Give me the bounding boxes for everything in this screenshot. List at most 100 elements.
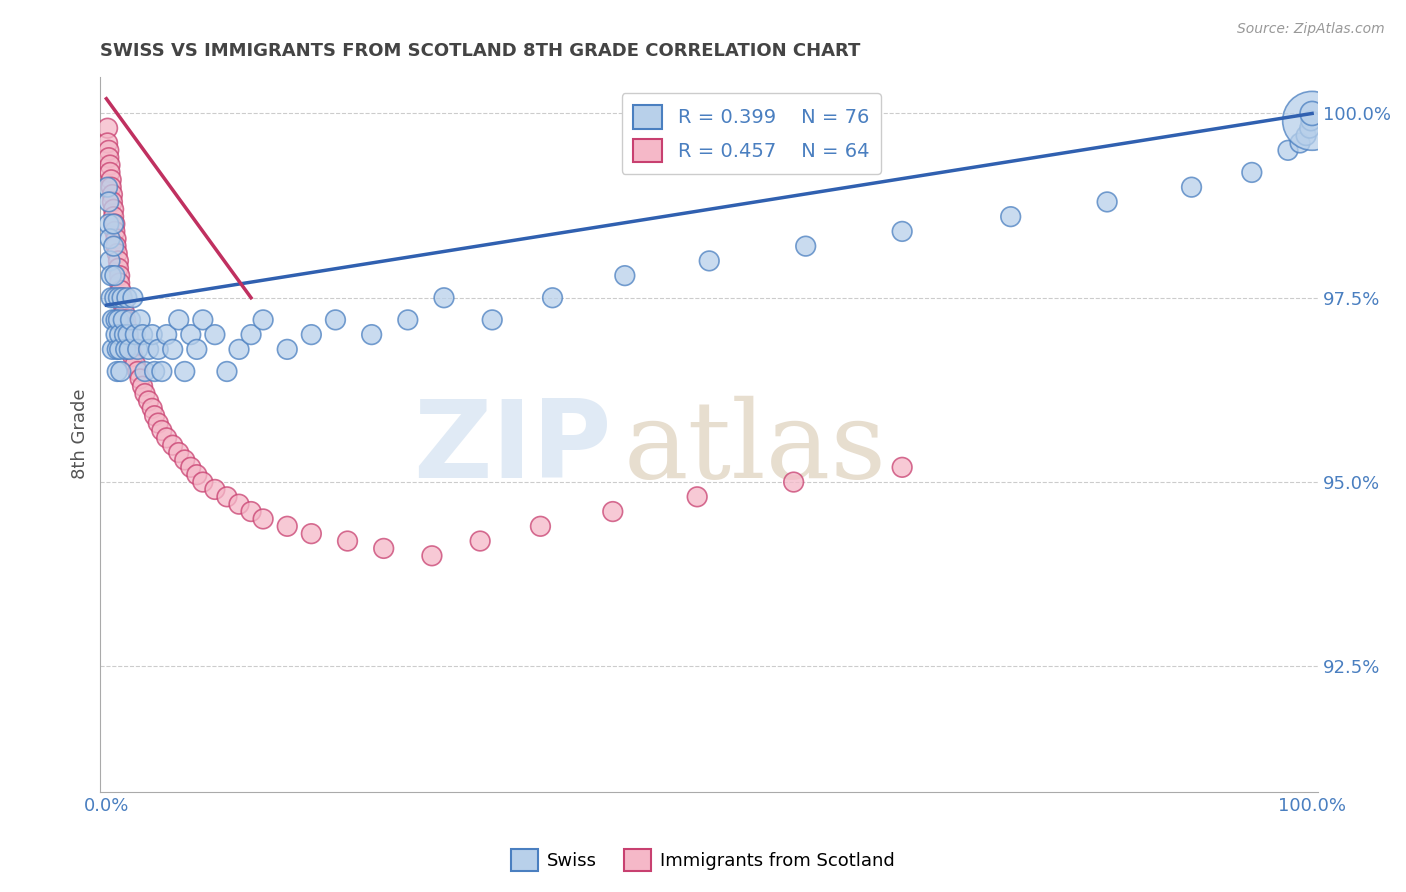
Point bbox=[420, 549, 443, 563]
Point bbox=[97, 217, 120, 231]
Point bbox=[396, 313, 419, 327]
Point bbox=[156, 327, 179, 342]
Point bbox=[541, 291, 564, 305]
Point bbox=[103, 202, 125, 217]
Point bbox=[134, 386, 156, 401]
Point bbox=[105, 313, 128, 327]
Point bbox=[101, 194, 124, 209]
Point bbox=[373, 541, 395, 556]
Point bbox=[167, 445, 190, 459]
Point bbox=[114, 313, 136, 327]
Point bbox=[105, 327, 128, 342]
Point bbox=[173, 453, 195, 467]
Point bbox=[105, 364, 128, 378]
Point bbox=[1277, 144, 1299, 158]
Point bbox=[336, 534, 359, 549]
Point bbox=[112, 313, 135, 327]
Point bbox=[129, 313, 152, 327]
Point bbox=[156, 431, 179, 445]
Point bbox=[891, 460, 914, 475]
Point bbox=[215, 364, 238, 378]
Point bbox=[131, 379, 153, 393]
Point bbox=[186, 467, 208, 482]
Point bbox=[204, 483, 226, 497]
Point bbox=[108, 268, 131, 283]
Point bbox=[118, 343, 141, 357]
Point bbox=[111, 291, 134, 305]
Point bbox=[124, 327, 146, 342]
Point bbox=[108, 327, 131, 342]
Point bbox=[228, 497, 250, 511]
Point bbox=[191, 313, 214, 327]
Point bbox=[1299, 113, 1322, 128]
Point bbox=[127, 364, 149, 378]
Point bbox=[98, 232, 121, 246]
Point bbox=[215, 490, 238, 504]
Point bbox=[117, 327, 139, 342]
Point bbox=[127, 343, 149, 357]
Point bbox=[97, 136, 120, 150]
Point bbox=[1299, 121, 1322, 136]
Point bbox=[105, 232, 128, 246]
Point bbox=[782, 475, 804, 489]
Point bbox=[141, 327, 163, 342]
Point bbox=[115, 320, 138, 334]
Point bbox=[240, 327, 263, 342]
Point bbox=[111, 291, 134, 305]
Point bbox=[204, 327, 226, 342]
Point bbox=[299, 327, 322, 342]
Point bbox=[686, 490, 709, 504]
Point bbox=[104, 268, 127, 283]
Legend: R = 0.399    N = 76, R = 0.457    N = 64: R = 0.399 N = 76, R = 0.457 N = 64 bbox=[621, 94, 882, 174]
Point bbox=[105, 246, 128, 260]
Point bbox=[97, 194, 120, 209]
Point bbox=[138, 394, 160, 409]
Point bbox=[101, 313, 124, 327]
Point bbox=[104, 217, 127, 231]
Point bbox=[124, 357, 146, 371]
Point bbox=[1289, 136, 1312, 150]
Point bbox=[114, 343, 136, 357]
Point bbox=[103, 210, 125, 224]
Point bbox=[162, 343, 184, 357]
Point bbox=[104, 224, 127, 238]
Point bbox=[101, 343, 124, 357]
Point bbox=[134, 364, 156, 378]
Point bbox=[107, 313, 129, 327]
Point bbox=[148, 343, 170, 357]
Point bbox=[112, 298, 135, 312]
Point bbox=[529, 519, 551, 533]
Point bbox=[108, 276, 131, 290]
Point bbox=[129, 372, 152, 386]
Point bbox=[602, 504, 624, 518]
Point bbox=[97, 144, 120, 158]
Point bbox=[1301, 106, 1323, 120]
Point bbox=[105, 239, 128, 253]
Point bbox=[138, 343, 160, 357]
Point bbox=[107, 291, 129, 305]
Point bbox=[141, 401, 163, 416]
Point bbox=[100, 180, 122, 194]
Point bbox=[143, 409, 166, 423]
Point bbox=[1240, 165, 1263, 179]
Point bbox=[105, 343, 128, 357]
Point bbox=[162, 438, 184, 452]
Point bbox=[122, 350, 145, 364]
Point bbox=[697, 253, 720, 268]
Point bbox=[299, 526, 322, 541]
Point bbox=[1180, 180, 1202, 194]
Point bbox=[891, 224, 914, 238]
Point bbox=[276, 519, 298, 533]
Point bbox=[98, 253, 121, 268]
Text: atlas: atlas bbox=[624, 396, 887, 501]
Point bbox=[110, 364, 132, 378]
Point bbox=[103, 239, 125, 253]
Point bbox=[180, 460, 202, 475]
Point bbox=[252, 512, 274, 526]
Point bbox=[115, 291, 138, 305]
Point bbox=[1295, 128, 1317, 143]
Point bbox=[613, 268, 636, 283]
Point bbox=[173, 364, 195, 378]
Point bbox=[120, 313, 142, 327]
Point bbox=[433, 291, 456, 305]
